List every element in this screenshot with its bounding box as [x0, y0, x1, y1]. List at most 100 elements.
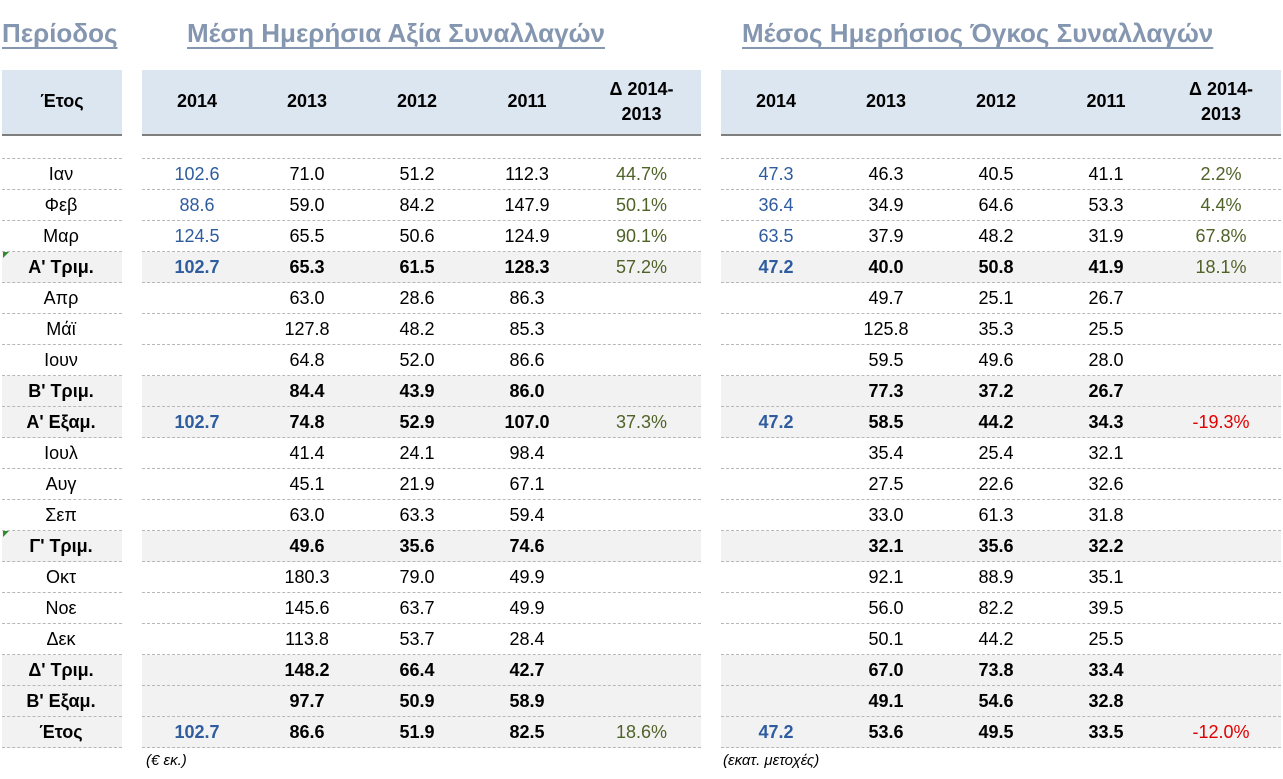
volume-cell-2014 [721, 655, 831, 686]
value-cell-2013: 74.8 [289, 412, 325, 432]
volume-cell-2012: 88.9 [978, 567, 1014, 587]
value-cell-2014 [142, 345, 252, 376]
value-cell-delta [582, 686, 701, 717]
volume-cell-2011: 31.8 [1088, 505, 1124, 525]
volume-cell-delta [1161, 376, 1281, 407]
table-row: Μάϊ 127.8 48.2 85.3 125.8 35.3 25.5 [0, 314, 1283, 345]
volume-cell-delta: 2.2% [1200, 164, 1242, 184]
value-col-2011: 2011 [507, 91, 547, 112]
value-cell-2014 [142, 438, 252, 469]
volume-cell-2011: 32.6 [1088, 474, 1124, 494]
volume-cell-2011: 34.3 [1088, 412, 1124, 432]
volume-cell-2012: 50.8 [978, 257, 1014, 277]
volume-cell-2012: 49.5 [978, 722, 1014, 742]
volume-cell-delta [1161, 345, 1281, 376]
volume-cell-2014 [721, 438, 831, 469]
row-label: Φεβ [44, 195, 78, 215]
table-row: Δεκ 113.8 53.7 28.4 50.1 44.2 25.5 [0, 624, 1283, 655]
volume-cell-2014 [721, 593, 831, 624]
table-row: Απρ 63.0 28.6 86.3 49.7 25.1 26.7 [0, 283, 1283, 314]
table-row: Α' Εξαμ. 102.7 74.8 52.9 107.0 37.3% 47.2 58.5 4… [0, 407, 1283, 438]
volume-cell-2013: 49.7 [868, 288, 904, 308]
volume-column-headers: 2014 2013 2012 2011 Δ 2014- 2013 [721, 70, 1281, 136]
volume-cell-2012: 44.2 [978, 412, 1014, 432]
volume-cell-2012: 44.2 [978, 629, 1014, 649]
value-cell-2013: 49.6 [289, 536, 325, 556]
volume-cell-2011: 33.4 [1088, 660, 1124, 680]
value-cell-2012: 50.6 [399, 226, 435, 246]
volume-cell-2012: 37.2 [978, 381, 1014, 401]
value-cell-delta [582, 531, 701, 562]
row-label: Β' Τριμ. [28, 381, 94, 401]
volume-cell-2013: 53.6 [868, 722, 904, 742]
table-row: Δ' Τριμ. 148.2 66.4 42.7 67.0 73.8 33.4 [0, 655, 1283, 686]
value-cell-2013: 97.7 [289, 691, 325, 711]
value-cell-2011: 49.9 [509, 567, 545, 587]
volume-cell-2014: 47.3 [758, 164, 794, 184]
value-cell-2014: 88.6 [179, 195, 215, 215]
table-row: Σεπ 63.0 63.3 59.4 33.0 61.3 31.8 [0, 500, 1283, 531]
volume-cell-2012: 25.1 [978, 288, 1014, 308]
value-col-2012: 2012 [396, 91, 438, 112]
volume-cell-2013: 34.9 [868, 195, 904, 215]
volume-cell-delta [1161, 500, 1281, 531]
table-row: Ιουλ 41.4 24.1 98.4 35.4 25.4 32.1 [0, 438, 1283, 469]
volume-cell-2014 [721, 376, 831, 407]
volume-cell-2012: 40.5 [978, 164, 1014, 184]
value-cell-2011: 128.3 [504, 257, 550, 277]
value-cell-2014 [142, 531, 252, 562]
volume-cell-2013: 33.0 [868, 505, 904, 525]
value-cell-2012: 61.5 [399, 257, 435, 277]
value-cell-2014 [142, 593, 252, 624]
volume-cell-delta [1161, 283, 1281, 314]
value-cell-2012: 53.7 [399, 629, 435, 649]
volume-cell-delta: 18.1% [1195, 257, 1247, 277]
volume-cell-2013: 37.9 [868, 226, 904, 246]
volume-cell-2011: 26.7 [1088, 288, 1124, 308]
volume-cell-2013: 58.5 [868, 412, 904, 432]
value-cell-2013: 113.8 [285, 629, 329, 649]
row-label: Ιουν [44, 350, 78, 370]
value-cell-delta: 90.1% [615, 226, 668, 246]
value-cell-2014: 102.7 [174, 257, 220, 277]
volume-cell-2014: 47.2 [758, 412, 794, 432]
value-cell-2012: 43.9 [399, 381, 435, 401]
value-cell-delta: 44.7% [615, 164, 668, 184]
value-cell-2014 [142, 283, 252, 314]
table-row: Μαρ 124.5 65.5 50.6 124.9 90.1% 63.5 37.9 48.2 31… [0, 221, 1283, 252]
row-label: Δεκ [46, 629, 76, 649]
volume-cell-2012: 49.6 [978, 350, 1014, 370]
value-cell-2012: 24.1 [399, 443, 435, 463]
volume-cell-2013: 46.3 [868, 164, 904, 184]
volume-cell-delta: -12.0% [1192, 722, 1250, 742]
value-col-2014: 2014 [176, 91, 218, 112]
value-cell-2014 [142, 314, 252, 345]
volume-cell-2011: 41.1 [1088, 164, 1124, 184]
value-cell-2014 [142, 469, 252, 500]
value-cell-2011: 59.4 [509, 505, 545, 525]
value-cell-2011: 86.6 [509, 350, 545, 370]
value-cell-2013: 41.4 [289, 443, 325, 463]
volume-col-2013: 2013 [865, 91, 907, 112]
value-column-headers: 2014 2013 2012 2011 Δ 2014- 2013 [142, 70, 701, 136]
volume-cell-2011: 41.9 [1088, 257, 1124, 277]
volume-cell-2011: 32.1 [1088, 443, 1124, 463]
volume-cell-delta [1161, 686, 1281, 717]
row-label: Α' Τριμ. [28, 257, 94, 277]
value-cell-2013: 65.5 [289, 226, 325, 246]
value-cell-2011: 86.0 [509, 381, 545, 401]
value-cell-2012: 28.6 [399, 288, 435, 308]
volume-cell-delta [1161, 562, 1281, 593]
volume-cell-delta [1161, 469, 1281, 500]
value-cell-2013: 180.3 [284, 567, 330, 587]
value-cell-2012: 84.2 [399, 195, 435, 215]
value-cell-2014: 102.7 [174, 412, 220, 432]
volume-cell-2013: 92.1 [868, 567, 904, 587]
volume-cell-2014: 47.2 [758, 257, 794, 277]
volume-cell-2012: 35.3 [978, 319, 1014, 339]
value-cell-2012: 51.2 [399, 164, 435, 184]
value-cell-2012: 35.6 [399, 536, 435, 556]
volume-cell-2011: 26.7 [1088, 381, 1124, 401]
volume-cell-2014 [721, 500, 831, 531]
year-column-header: Έτος [2, 70, 122, 136]
